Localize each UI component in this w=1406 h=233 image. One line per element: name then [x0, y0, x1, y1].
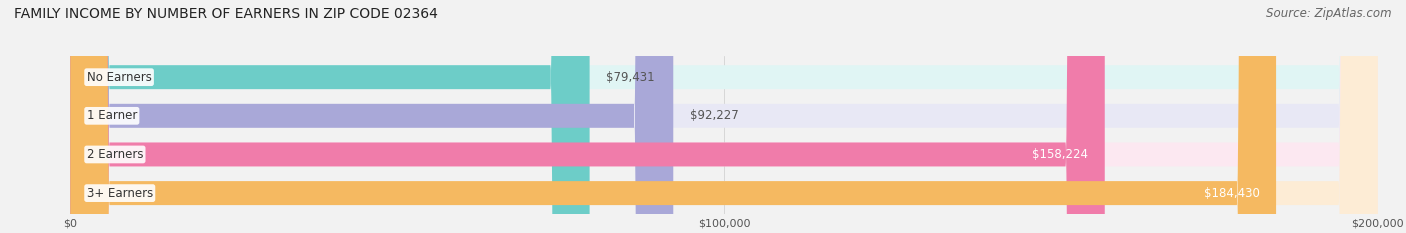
Text: Source: ZipAtlas.com: Source: ZipAtlas.com — [1267, 7, 1392, 20]
FancyBboxPatch shape — [70, 0, 589, 233]
FancyBboxPatch shape — [70, 0, 1378, 233]
Text: $92,227: $92,227 — [689, 109, 738, 122]
Text: 1 Earner: 1 Earner — [87, 109, 136, 122]
FancyBboxPatch shape — [70, 0, 1277, 233]
Text: $184,430: $184,430 — [1204, 187, 1260, 200]
FancyBboxPatch shape — [70, 0, 1378, 233]
Text: $158,224: $158,224 — [1032, 148, 1088, 161]
Text: FAMILY INCOME BY NUMBER OF EARNERS IN ZIP CODE 02364: FAMILY INCOME BY NUMBER OF EARNERS IN ZI… — [14, 7, 437, 21]
Text: No Earners: No Earners — [87, 71, 152, 84]
Text: 2 Earners: 2 Earners — [87, 148, 143, 161]
FancyBboxPatch shape — [70, 0, 673, 233]
FancyBboxPatch shape — [70, 0, 1378, 233]
Text: 3+ Earners: 3+ Earners — [87, 187, 153, 200]
FancyBboxPatch shape — [70, 0, 1105, 233]
FancyBboxPatch shape — [70, 0, 1378, 233]
Text: $79,431: $79,431 — [606, 71, 655, 84]
